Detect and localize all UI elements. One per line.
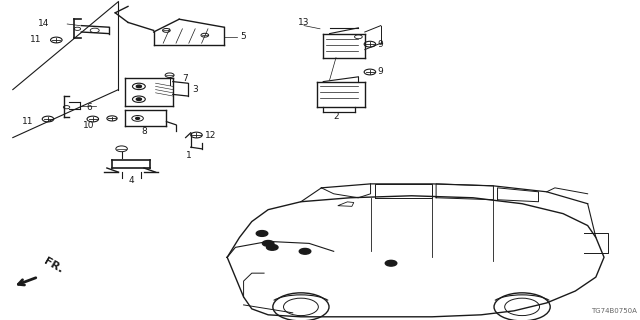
Text: 5: 5 <box>240 32 246 41</box>
Circle shape <box>136 85 141 88</box>
Text: TG74B0750A: TG74B0750A <box>591 308 637 314</box>
Text: 6: 6 <box>86 103 92 112</box>
Text: 3: 3 <box>192 85 198 94</box>
Text: 10: 10 <box>83 121 94 130</box>
Text: 8: 8 <box>141 127 147 136</box>
Circle shape <box>385 260 397 266</box>
Text: FR.: FR. <box>42 256 65 275</box>
Text: 7: 7 <box>182 74 188 83</box>
Text: 11: 11 <box>22 117 33 126</box>
Text: 9: 9 <box>378 40 383 49</box>
Circle shape <box>256 231 268 236</box>
Text: 12: 12 <box>205 131 216 140</box>
Circle shape <box>136 117 140 119</box>
Text: 14: 14 <box>38 20 50 28</box>
Text: 11: 11 <box>30 36 42 44</box>
Circle shape <box>300 248 311 254</box>
Text: 13: 13 <box>298 18 310 27</box>
Text: 4: 4 <box>129 176 134 185</box>
Circle shape <box>136 98 141 100</box>
Circle shape <box>262 241 274 246</box>
Text: 9: 9 <box>378 68 383 76</box>
Circle shape <box>266 244 278 250</box>
Text: 1: 1 <box>186 151 191 160</box>
Text: 2: 2 <box>333 112 339 121</box>
